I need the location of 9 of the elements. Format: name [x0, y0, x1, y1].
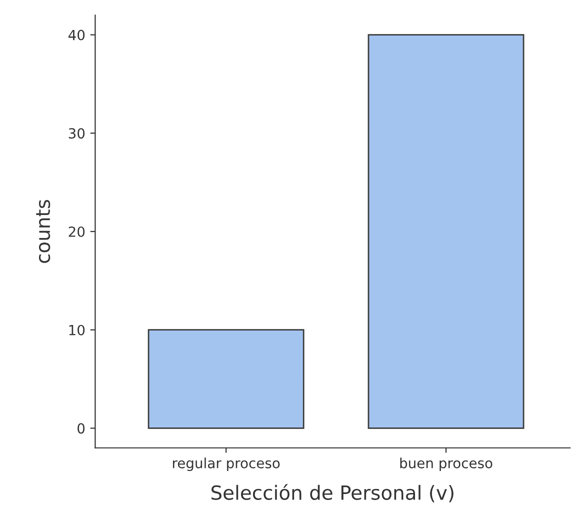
x-axis-title: Selección de Personal (v) — [211, 484, 454, 502]
y-tick-label: 20 — [68, 226, 85, 237]
y-tick-label: 10 — [69, 324, 85, 336]
y-tick-label: 30 — [68, 128, 85, 139]
x-tick-label: regular proceso — [172, 458, 280, 472]
x-tick-label: buen proceso — [400, 458, 492, 472]
y-tick-label: 40 — [68, 30, 85, 40]
y-tick-label: 0 — [78, 423, 85, 434]
y-axis-title: counts — [36, 200, 50, 263]
